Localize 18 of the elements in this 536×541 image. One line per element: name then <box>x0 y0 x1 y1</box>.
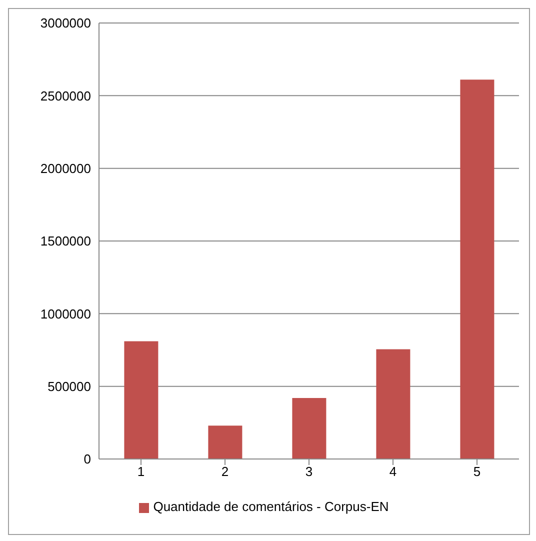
bar <box>124 341 158 459</box>
x-tick-label: 3 <box>305 464 313 480</box>
bar <box>208 426 242 459</box>
y-tick-label: 2000000 <box>40 160 91 176</box>
x-tick-label: 1 <box>137 464 145 480</box>
y-tick-label: 0 <box>84 452 91 467</box>
x-tick-label: 4 <box>389 464 397 480</box>
y-tick-label: 1500000 <box>40 234 91 249</box>
legend-label: Quantidade de comentários - Corpus-EN <box>153 499 389 514</box>
y-tick-label: 2500000 <box>40 88 91 104</box>
bar <box>376 349 410 459</box>
x-tick-label: 5 <box>473 464 481 480</box>
x-tick-label: 2 <box>221 464 229 480</box>
bar <box>460 80 494 459</box>
y-tick-label: 1000000 <box>40 306 91 322</box>
y-tick-label: 500000 <box>48 378 91 394</box>
bar <box>292 398 326 459</box>
y-tick-label: 3000000 <box>40 16 91 31</box>
